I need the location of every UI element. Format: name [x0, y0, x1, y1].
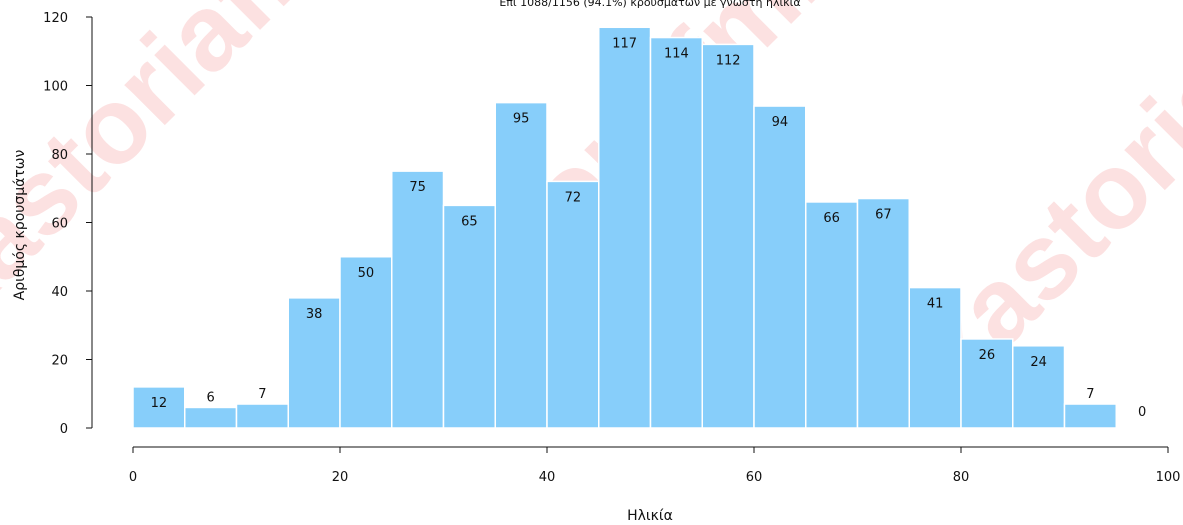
x-tick-label: 100: [1156, 470, 1181, 485]
y-tick-label: 0: [60, 422, 68, 437]
bar-value-label: 12: [151, 396, 168, 411]
histogram-bar: [442, 204, 496, 429]
histogram-bar: [908, 286, 962, 429]
bar-value-label: 65: [461, 214, 478, 229]
histogram-bar: [649, 36, 703, 429]
bar-value-label: 95: [513, 112, 530, 127]
bar-value-label: 26: [979, 348, 996, 363]
bar-value-label: 7: [1086, 387, 1094, 402]
bars: [132, 26, 1117, 429]
bar-value-label: 24: [1030, 355, 1047, 370]
bar-value-label: 75: [409, 180, 426, 195]
histogram-bar: [184, 406, 238, 429]
x-axis-title: Ηλικία: [627, 508, 673, 524]
x-tick-label: 0: [129, 470, 137, 485]
histogram-bar: [701, 43, 755, 429]
histogram-bar: [598, 26, 652, 429]
bar-value-label: 117: [612, 36, 637, 51]
bar-value-label: 41: [927, 297, 944, 312]
histogram-bar: [494, 101, 548, 429]
histogram-bar: [339, 256, 393, 429]
bar-value-label: 7: [258, 387, 266, 402]
x-tick-label: 40: [539, 470, 556, 485]
bar-value-label: 94: [772, 115, 789, 130]
y-tick-label: 40: [51, 285, 68, 300]
bar-value-label: 66: [823, 211, 840, 226]
x-tick-label: 20: [332, 470, 349, 485]
histogram-bar: [287, 297, 341, 429]
y-tick-label: 100: [43, 80, 68, 95]
histogram-bar: [235, 403, 289, 429]
bar-value-label: 0: [1138, 405, 1146, 420]
bar-value-label: 114: [664, 47, 689, 62]
bar-value-label: 112: [716, 53, 741, 68]
histogram-bar: [546, 180, 600, 429]
x-axis: 0 20 40 60 80 100: [129, 446, 1181, 485]
y-tick-label: 80: [51, 148, 68, 163]
bar-value-label: 38: [306, 307, 323, 322]
bar-value-label: 6: [206, 390, 214, 405]
histogram-bar: [1063, 403, 1117, 429]
y-tick-label: 120: [43, 11, 68, 26]
histogram-bar: [805, 201, 859, 429]
y-tick-label: 20: [51, 354, 68, 369]
x-tick-label: 80: [953, 470, 970, 485]
chart-subtitle: Επί 1088/1156 (94.1%) κρουσμάτων με γνωσ…: [499, 0, 800, 9]
y-axis-title: Αριθμός κρουσμάτων: [12, 149, 28, 300]
x-tick-label: 60: [746, 470, 763, 485]
histogram-bar: [960, 338, 1014, 429]
histogram-bar: [856, 197, 910, 429]
bar-value-label: 50: [358, 266, 375, 281]
histogram-bar: [1012, 345, 1066, 429]
bar-value-label: 72: [565, 190, 582, 205]
y-tick-label: 60: [51, 217, 68, 232]
bar-value-label: 67: [875, 208, 892, 223]
histogram-bar: [753, 105, 807, 429]
y-axis: 0 20 40 60 80 100 120: [43, 11, 93, 437]
histogram-bar: [391, 170, 445, 429]
